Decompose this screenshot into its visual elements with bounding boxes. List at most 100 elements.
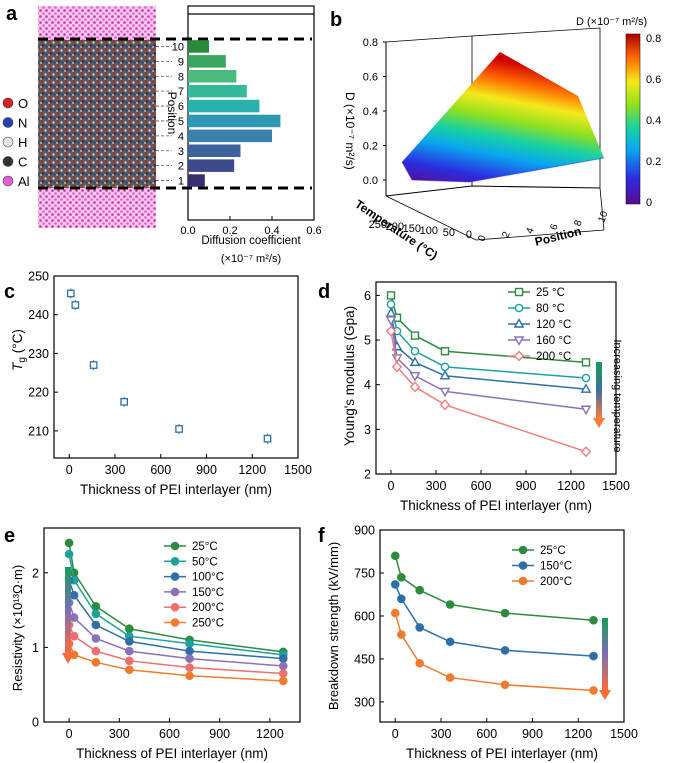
resistivity-point-150°C-1280	[278, 661, 288, 671]
xtick-1200: 1200	[256, 727, 284, 741]
xtick-1500: 1500	[610, 727, 638, 741]
atom-legend-label-N: N	[18, 116, 27, 131]
modulus-point-200 °C-160	[409, 381, 421, 393]
modulus-point-200 °C-1300	[580, 446, 592, 458]
breakdown-legend-marker-25°C	[518, 545, 528, 555]
bar-position-6	[188, 99, 260, 113]
a-xtick-0.6: 0.6	[306, 225, 321, 237]
resistivity-point-200°C-160	[91, 646, 101, 656]
ytick-1: 1	[32, 641, 39, 655]
resistivity-point-150°C-360	[125, 646, 134, 656]
modulus-point-25 °C-360	[440, 347, 450, 356]
resistivity-legend-marker-50°C	[170, 556, 180, 566]
c-ylabel: Tg (°C)	[10, 329, 28, 371]
tg-point-360	[120, 398, 128, 406]
b-ztick-0.4: 0.4	[363, 106, 378, 118]
panel-c-tg-plot: 0 300 600 900 1200 1500 210 220 230 240 250 Thickne…	[10, 270, 312, 498]
plot-frame	[43, 527, 301, 723]
resistivity-line-25°C	[68, 542, 284, 653]
xtick-1200: 1200	[557, 479, 585, 493]
position-tick-2: 2	[178, 161, 184, 173]
ytick-6: 6	[364, 289, 371, 303]
breakdown-legend-marker-200°C	[518, 576, 528, 586]
bar-position-2	[188, 159, 235, 172]
breakdown-point-150°C-40	[397, 594, 406, 604]
modulus-point-120 °C-360	[439, 369, 451, 380]
ytick-210: 210	[28, 424, 49, 438]
modulus-point-80 °C-0	[386, 300, 396, 309]
b-ztick-0.2: 0.2	[363, 141, 378, 153]
resistivity-point-100°C-1280	[278, 654, 288, 663]
b-ttick-0: 0	[466, 229, 472, 241]
resistivity-point-200°C-1280	[278, 669, 288, 678]
ytick-450: 450	[354, 652, 375, 666]
atom-legend-swatch-O	[2, 97, 14, 109]
resistivity-legend-label-150°C: 150°C	[192, 587, 224, 599]
xtick-900: 900	[516, 479, 537, 493]
a-xunit: (×10⁻⁷ m²/s)	[221, 253, 281, 265]
xtick-1200: 1200	[238, 463, 266, 477]
position-tick-6: 6	[178, 101, 184, 113]
bar-position-10	[188, 40, 209, 53]
breakdown-point-200°C-1300	[589, 686, 598, 695]
resistivity-point-250°C-1280	[278, 676, 288, 686]
ytick-250: 250	[28, 270, 49, 284]
colorbar-tick-0: 0	[646, 197, 652, 209]
position-tick-8: 8	[178, 71, 184, 83]
b-ptick-6: 6	[548, 222, 560, 231]
atom-legend-swatch-Al	[2, 175, 14, 187]
resistivity-point-50°C-0	[64, 549, 74, 559]
colorbar-title: D (×10⁻⁷ m²/s)	[576, 16, 647, 28]
colorbar-tick-0.2: 0.2	[646, 156, 661, 168]
b-ttick-200: 200	[386, 221, 404, 233]
b-ztick-0.0: 0.0	[363, 175, 378, 187]
colorbar-tick-0.8: 0.8	[646, 33, 661, 45]
resistivity-point-200°C-360	[125, 656, 134, 666]
modulus-point-25 °C-0	[386, 291, 396, 300]
b-ttick-50: 50	[443, 227, 455, 239]
ytick-2: 2	[364, 468, 371, 482]
ytick-220: 220	[28, 386, 49, 400]
breakdown-line-150°C	[394, 584, 594, 657]
atom-legend-swatch-N	[2, 117, 14, 128]
xtick-1500: 1500	[602, 479, 630, 493]
resistivity-point-250°C-720	[185, 671, 194, 681]
modulus-point-25 °C-1300	[581, 358, 591, 367]
panel-d-label: d	[318, 281, 330, 303]
resistivity-legend-label-200°C: 200°C	[192, 602, 224, 614]
f-temperature-arrow-head	[599, 690, 611, 700]
panel-a-label: a	[6, 3, 18, 25]
resistivity-point-100°C-720	[185, 646, 194, 656]
b-ptick-0: 0	[476, 234, 488, 243]
f-temperature-arrow-shaft	[602, 618, 608, 690]
breakdown-legend-marker-150°C	[518, 561, 528, 570]
a-xtick-0.2: 0.2	[222, 225, 237, 237]
ytick-3: 3	[364, 423, 371, 437]
panel-b-label: b	[330, 9, 342, 31]
e-temperature-arrow-head	[62, 653, 74, 664]
modulus-point-80 °C-160	[410, 346, 420, 356]
resistivity-legend-marker-150°C	[170, 587, 180, 597]
breakdown-point-200°C-360	[445, 673, 455, 682]
tg-point-1300	[263, 434, 272, 443]
modulus-point-160 °C-0	[385, 316, 397, 326]
f-ylabel: Breakdown strength (kV/mm)	[326, 542, 341, 710]
breakdown-point-25°C-0	[390, 551, 400, 561]
xtick-600: 600	[471, 479, 492, 493]
breakdown-legend-label-200°C: 200°C	[540, 576, 572, 588]
modulus-point-25 °C-160	[410, 331, 420, 340]
plot-frame	[53, 275, 299, 459]
resistivity-line-50°C	[68, 553, 284, 656]
resistivity-point-200°C-720	[185, 663, 194, 672]
resistivity-legend-label-100°C: 100°C	[192, 572, 224, 584]
xlabel: Thickness of PEI interlayer (nm)	[406, 746, 598, 761]
resistivity-legend-marker-25°C	[170, 541, 180, 551]
atom-legend-swatch-H	[2, 136, 14, 148]
bar-position-9	[188, 55, 226, 68]
panel-c-label: c	[4, 281, 15, 303]
xtick-300: 300	[109, 727, 130, 741]
breakdown-point-150°C-1300	[589, 651, 598, 661]
xtick-900: 900	[522, 727, 543, 741]
